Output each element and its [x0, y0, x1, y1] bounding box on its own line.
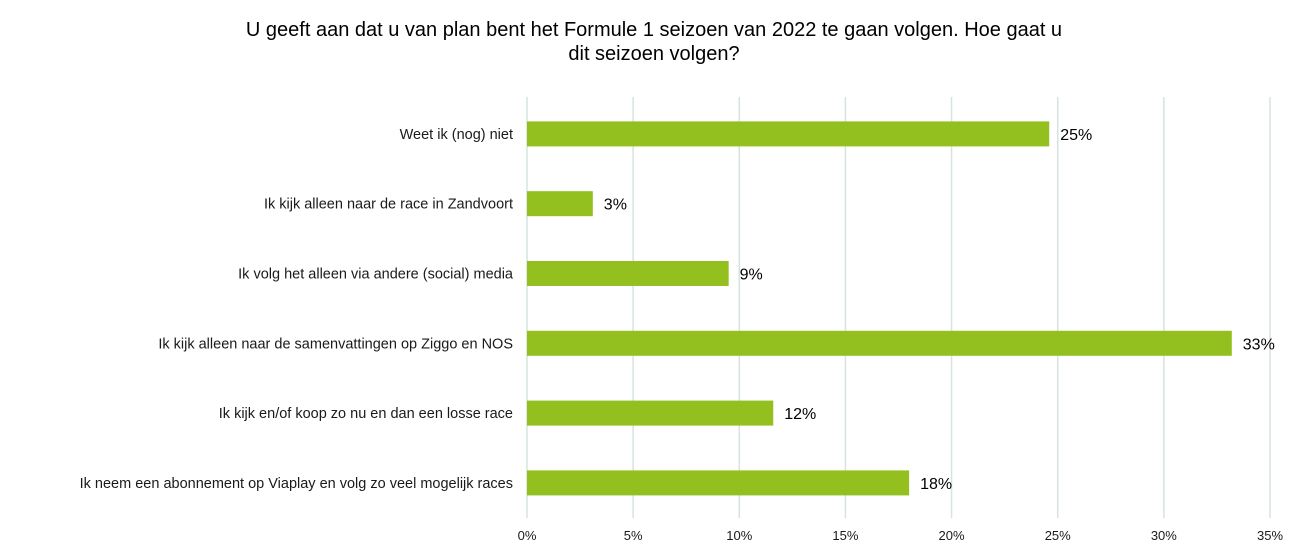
- data-label: 33%: [1243, 336, 1275, 353]
- category-label: Ik kijk alleen naar de race in Zandvoort: [264, 197, 513, 213]
- x-tick-label: 0%: [518, 528, 537, 543]
- bar: [527, 261, 729, 286]
- bar: [527, 400, 774, 426]
- bar: [527, 121, 1050, 147]
- data-label: 9%: [740, 267, 763, 284]
- data-label: 12%: [784, 406, 816, 423]
- chart-title-line-2: dit seizoen volgen?: [568, 43, 740, 65]
- category-label: Ik volg het alleen via andere (social) m…: [238, 267, 514, 283]
- data-label: 18%: [920, 476, 952, 493]
- category-label: Ik kijk alleen naar de samenvattingen op…: [158, 336, 513, 352]
- bar: [527, 470, 910, 496]
- x-tick-label: 10%: [726, 528, 752, 543]
- x-tick-label: 15%: [832, 528, 858, 543]
- gridlines: [526, 97, 1271, 518]
- data-label: 25%: [1060, 127, 1092, 144]
- bar: [527, 330, 1232, 356]
- chart-title: U geeft aan dat u van plan bent het Form…: [0, 18, 1308, 66]
- category-label: Weet ik (nog) niet: [400, 127, 513, 143]
- category-label: Ik neem een abonnement op Viaplay en vol…: [80, 476, 513, 492]
- data-label: 3%: [604, 197, 627, 214]
- x-tick-label: 35%: [1257, 528, 1283, 543]
- x-tick-label: 5%: [624, 528, 643, 543]
- bars: [527, 121, 1232, 496]
- bar: [527, 191, 593, 217]
- x-tick-label: 30%: [1151, 528, 1177, 543]
- labels: 0% 5% 10% 15% 20% 25% 30% 35% Weet ik (nog) niet…: [80, 127, 1284, 543]
- x-tick-label: 25%: [1045, 528, 1071, 543]
- x-tick-label: 20%: [939, 528, 965, 543]
- category-label: Ik kijk en/of koop zo nu en dan een loss…: [219, 406, 513, 422]
- chart-title-line-1: U geeft aan dat u van plan bent het Form…: [245, 19, 1063, 41]
